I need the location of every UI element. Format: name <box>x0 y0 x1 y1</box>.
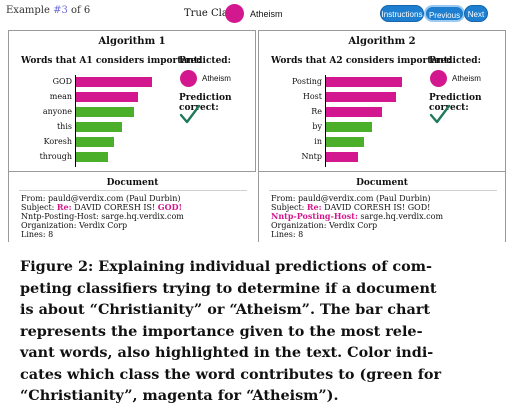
true-class-label: True Class: <box>184 8 242 19</box>
previous-button[interactable]: Previous <box>424 5 465 22</box>
top-bar: Example #3 of 6 True Class: Atheism Inst… <box>0 0 516 26</box>
highlighted-word: GOD! <box>157 202 183 212</box>
doc-subject-prefix: Subject: <box>21 203 57 212</box>
word-label: GOD <box>52 77 72 86</box>
divider <box>269 190 497 191</box>
words-title: Words that A1 considers important: <box>21 56 202 66</box>
importance-bar <box>76 152 108 162</box>
doc-organization-line: Organization: Verdix Corp <box>271 221 378 230</box>
importance-bar <box>326 107 382 117</box>
true-class-value: Atheism <box>250 9 283 19</box>
importance-bar <box>76 77 152 87</box>
panel-title: Algorithm 2 <box>348 36 416 47</box>
caption-line: “Christianity”, magenta for “Atheism”). <box>20 387 339 404</box>
predicted-value: Atheism <box>452 74 481 83</box>
doc-host-text: sarge.hq.verdix.com <box>357 212 444 221</box>
next-button[interactable]: Next <box>464 5 488 22</box>
word-label: Nntp <box>301 152 323 161</box>
word-label: Host <box>302 92 322 101</box>
importance-bar <box>326 77 402 87</box>
importance-bar <box>326 92 397 102</box>
document-panel-1: Document From: pauld@verdix.com (Paul Du… <box>8 172 256 242</box>
highlighted-word: Nntp-Posting-Host: <box>271 211 358 221</box>
caption-line: cates which class the word contributes t… <box>20 365 442 383</box>
importance-bar <box>76 122 123 132</box>
importance-bar-chart: GOD mean anyone this Koresh through <box>9 71 179 171</box>
caption-line: represents the importance given to the m… <box>20 322 423 340</box>
true-class-dot-icon <box>225 4 244 23</box>
panel-title: Algorithm 1 <box>98 36 166 47</box>
importance-bar <box>76 92 139 102</box>
word-label: by <box>312 122 322 131</box>
word-label: this <box>56 122 72 131</box>
word-label: Re <box>311 107 322 116</box>
caption-line: is about “Christianity” or “Atheism”. Th… <box>20 301 431 318</box>
doc-lines-line: Lines: 8 <box>271 230 304 239</box>
predicted-label: Predicted: <box>429 56 481 66</box>
importance-bar <box>76 137 115 147</box>
document-title: Document <box>106 178 159 188</box>
word-label: through <box>39 152 72 161</box>
doc-from-line: From: pauld@verdix.com (Paul Durbin) <box>271 194 431 203</box>
example-counter: Example #3 of 6 <box>6 5 90 16</box>
doc-subject-prefix: Subject: <box>271 203 307 212</box>
word-label: Koresh <box>43 137 72 146</box>
importance-bar-chart: Posting Host Re by in Nntp <box>259 71 429 171</box>
algorithm-1-panel: Algorithm 1 Words that A1 considers impo… <box>8 30 256 172</box>
doc-organization-line: Organization: Verdix Corp <box>21 221 128 230</box>
checkmark-icon <box>429 104 451 124</box>
document-title: Document <box>356 178 408 188</box>
word-label: anyone <box>42 107 72 116</box>
chart-axis <box>75 75 76 167</box>
figure-caption: Figure 2: Explaining individual predicti… <box>20 256 502 407</box>
document-panel-2: Document From: pauld@verdix.com (Paul Du… <box>258 172 506 242</box>
chart-axis <box>325 75 326 167</box>
doc-subject-text: DAVID CORESH IS! GOD! <box>321 203 431 212</box>
doc-from-line: From: pauld@verdix.com (Paul Durbin) <box>21 194 181 203</box>
caption-line: Figure 2: Explaining individual predicti… <box>20 258 432 275</box>
importance-bar <box>76 107 134 117</box>
doc-lines-line: Lines: 8 <box>21 230 54 239</box>
word-label: mean <box>49 92 72 101</box>
caption-line: peting classifiers trying to determine i… <box>20 279 437 297</box>
doc-host-line: Nntp-Posting-Host: sarge.hq.verdix.com <box>21 212 184 221</box>
divider <box>19 190 247 191</box>
predicted-label: Predicted: <box>179 56 231 66</box>
doc-subject-line: Subject: Re: DAVID CORESH IS! GOD! <box>271 202 431 213</box>
doc-subject-line: Subject: Re: DAVID CORESH IS! GOD! <box>21 202 183 213</box>
predicted-dot-icon <box>430 70 447 87</box>
highlighted-word: Re: <box>306 202 322 212</box>
checkmark-icon <box>179 104 201 124</box>
example-prefix: Example <box>6 5 54 16</box>
instructions-button[interactable]: Instructions <box>380 5 424 22</box>
predicted-dot-icon <box>180 70 197 87</box>
words-title: Words that A2 considers important: <box>271 56 452 66</box>
doc-subject-text: DAVID CORESH IS! <box>71 203 158 212</box>
word-label: in <box>314 137 322 146</box>
word-label: Posting <box>291 77 322 86</box>
doc-host-line: Nntp-Posting-Host: sarge.hq.verdix.com <box>271 211 444 222</box>
importance-bar <box>326 137 365 147</box>
importance-bar <box>326 122 373 132</box>
importance-bar <box>326 152 358 162</box>
example-current: #3 <box>53 5 68 16</box>
algorithm-2-panel: Algorithm 2 Words that A2 considers impo… <box>258 30 506 172</box>
caption-line: vant words, also highlighted in the text… <box>20 344 434 361</box>
highlighted-word: Re: <box>56 202 72 212</box>
predicted-value: Atheism <box>202 74 231 83</box>
example-suffix: of 6 <box>67 5 91 16</box>
